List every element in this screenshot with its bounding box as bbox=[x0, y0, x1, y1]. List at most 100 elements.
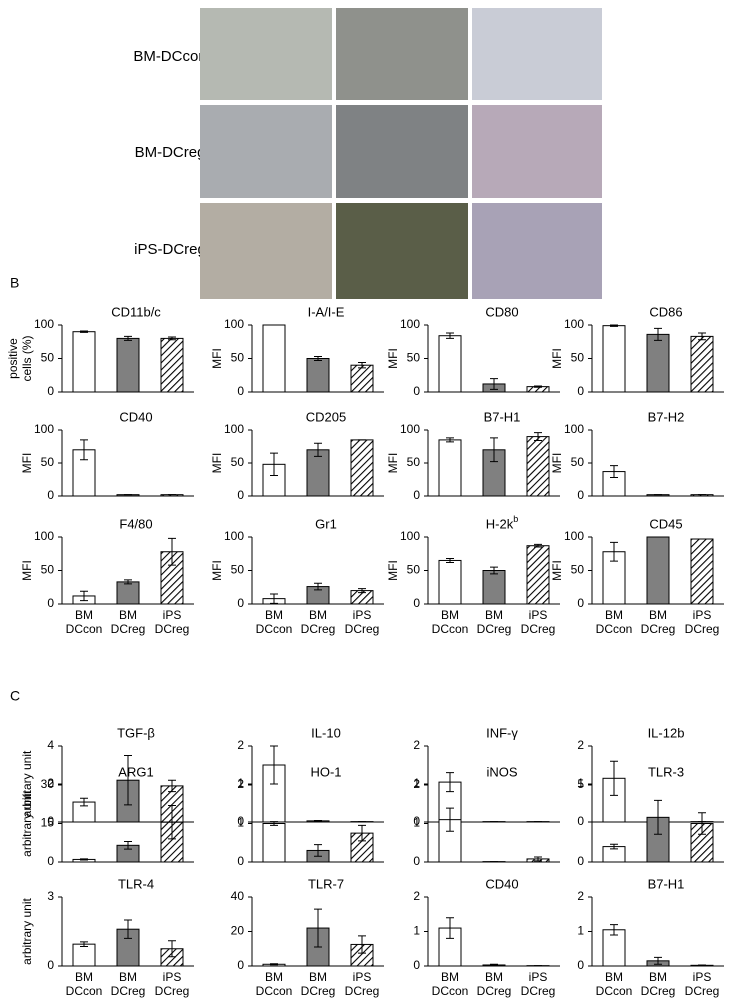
chart-title: CD40 bbox=[119, 409, 152, 424]
bar bbox=[482, 570, 506, 605]
error-bar bbox=[698, 812, 706, 835]
row-label: iPS-DCreg bbox=[134, 241, 206, 258]
error-bar bbox=[490, 437, 498, 463]
y-tick-label: 50 bbox=[231, 563, 245, 577]
error-bar bbox=[610, 465, 618, 479]
error-bar bbox=[168, 537, 176, 566]
y-tick-label: 2 bbox=[237, 738, 244, 752]
bar bbox=[438, 559, 462, 605]
y-tick-label: 0 bbox=[413, 854, 420, 868]
y-tick-label: 100 bbox=[34, 422, 54, 436]
bar-chart: TLR-7 0 20 40 BM DCcon BM DCreg iPS DCreg bbox=[231, 876, 384, 998]
y-tick-label: 50 bbox=[231, 351, 245, 365]
x-tick-label: BM DCcon bbox=[596, 970, 633, 998]
bar-chart: CD11b/c 0 50 100 positive cells (%) bbox=[6, 304, 194, 398]
error-bar bbox=[610, 541, 618, 562]
error-bar bbox=[80, 797, 88, 807]
x-tick-label: BM DCcon bbox=[256, 608, 293, 636]
y-tick-label: 0 bbox=[47, 814, 54, 828]
bar bbox=[526, 545, 550, 605]
error-bar bbox=[270, 963, 278, 966]
y-tick-label: 2 bbox=[47, 776, 54, 790]
y-tick-label: 0 bbox=[237, 596, 244, 610]
y-tick-label: 100 bbox=[564, 317, 584, 331]
panel-label: B bbox=[10, 275, 19, 291]
bar bbox=[690, 335, 714, 393]
error-bar bbox=[610, 760, 618, 796]
bar bbox=[306, 358, 330, 393]
bar-chart: TGF-β 0 2 4 arbitrary unit bbox=[20, 725, 194, 828]
y-tick-label: 2 bbox=[577, 889, 584, 903]
y-tick-label: 100 bbox=[224, 422, 244, 436]
chart-title: CD40 bbox=[485, 876, 518, 891]
bar-chart: TLR-3 0 5 bbox=[577, 764, 724, 868]
title-superscript: b bbox=[513, 514, 518, 524]
y-tick-label: 50 bbox=[571, 351, 585, 365]
bar bbox=[438, 335, 462, 393]
y-tick-label: 0 bbox=[47, 488, 54, 502]
y-tick-label: 0 bbox=[237, 384, 244, 398]
chart-title: TGF-β bbox=[117, 725, 155, 740]
y-tick-label: 0 bbox=[47, 854, 54, 868]
y-tick-label: 0 bbox=[237, 854, 244, 868]
bar-chart: I-A/I-E 0 50 100 MFI bbox=[210, 304, 384, 398]
error-bar bbox=[490, 963, 498, 967]
error-bar bbox=[446, 332, 454, 339]
chart-title: B7-H2 bbox=[648, 409, 685, 424]
chart-title: INF-γ bbox=[486, 725, 518, 740]
x-tick-label: iPS DCreg bbox=[345, 970, 380, 998]
y-axis-label: MFI bbox=[210, 453, 224, 474]
y-tick-label: 100 bbox=[34, 529, 54, 543]
x-tick-label: BM DCcon bbox=[256, 970, 293, 998]
y-tick-label: 0 bbox=[47, 596, 54, 610]
y-tick-label: 0 bbox=[237, 958, 244, 972]
error-bar bbox=[358, 935, 366, 954]
error-bar bbox=[534, 543, 542, 548]
photo bbox=[472, 203, 602, 299]
y-tick-label: 50 bbox=[41, 351, 55, 365]
bar-chart: F4/80 0 50 100 MFI BM DCcon BM DCreg iPS DCreg bbox=[20, 516, 194, 636]
x-tick-label: BM DCcon bbox=[66, 970, 103, 998]
error-bar bbox=[124, 840, 132, 850]
x-tick-label: iPS DCreg bbox=[685, 608, 720, 636]
y-tick-label: 1 bbox=[577, 924, 584, 938]
chart-title: HO-1 bbox=[310, 764, 341, 779]
y-axis-label: MFI bbox=[550, 453, 564, 474]
y-tick-label: 50 bbox=[41, 563, 55, 577]
y-axis-label: MFI bbox=[386, 348, 400, 369]
chart-title: B7-H1 bbox=[484, 409, 521, 424]
y-tick-label: 0 bbox=[237, 488, 244, 502]
photo bbox=[200, 203, 332, 299]
y-tick-label: 2 bbox=[413, 889, 420, 903]
error-bar bbox=[80, 858, 88, 861]
error-bar bbox=[610, 324, 618, 327]
y-tick-label: 100 bbox=[224, 317, 244, 331]
y-tick-label: 1 bbox=[413, 924, 420, 938]
y-axis-label: MFI bbox=[20, 560, 34, 581]
photo bbox=[336, 105, 468, 198]
y-tick-label: 5 bbox=[577, 777, 584, 791]
error-bar bbox=[80, 941, 88, 947]
error-bar bbox=[80, 590, 88, 602]
chart-title: IL-12b bbox=[648, 725, 685, 740]
y-tick-label: 100 bbox=[400, 422, 420, 436]
chart-title: TLR-7 bbox=[308, 876, 344, 891]
y-tick-label: 2 bbox=[577, 738, 584, 752]
y-axis-label: MFI bbox=[386, 560, 400, 581]
y-axis-label: cells (%) bbox=[20, 335, 34, 381]
chart-title: CD80 bbox=[485, 304, 518, 319]
y-axis-label: arbitrary unit bbox=[20, 789, 34, 856]
error-bar bbox=[314, 819, 322, 822]
y-tick-label: 0 bbox=[577, 384, 584, 398]
bar bbox=[690, 538, 714, 605]
bar-chart: CD80 0 50 100 MFI bbox=[386, 304, 560, 398]
y-axis-label: MFI bbox=[550, 348, 564, 369]
y-axis-label: MFI bbox=[210, 560, 224, 581]
bar bbox=[350, 439, 374, 497]
y-tick-label: 50 bbox=[41, 455, 55, 469]
error-bar bbox=[490, 378, 498, 390]
chart-title: H-2kb bbox=[486, 514, 518, 531]
y-tick-label: 0 bbox=[47, 384, 54, 398]
row-label: BM-DCcon bbox=[133, 48, 206, 65]
